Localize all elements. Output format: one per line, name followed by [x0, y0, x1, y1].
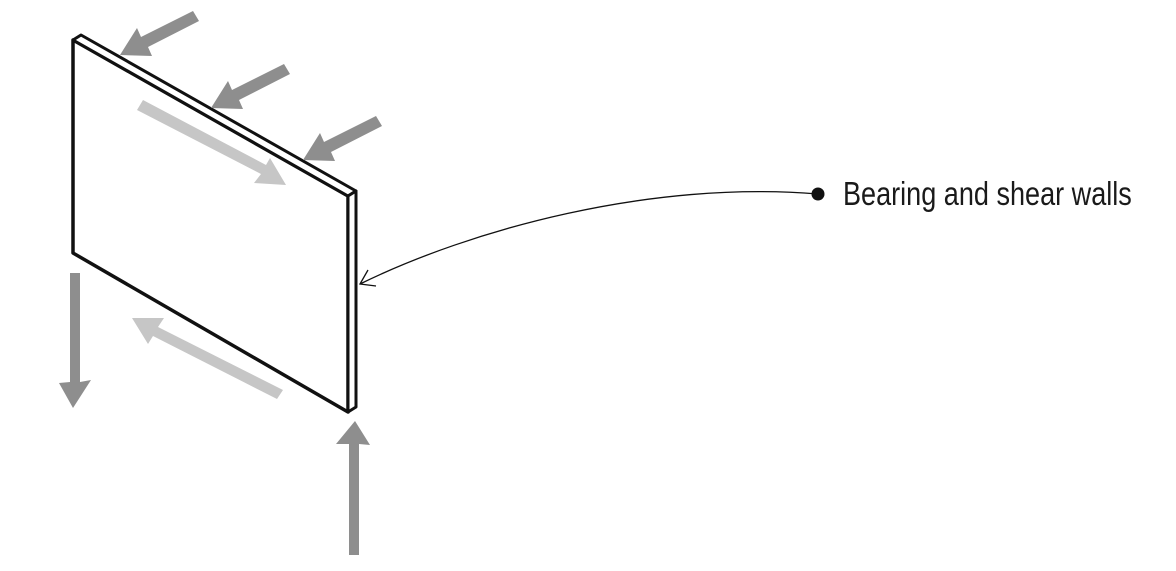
- lateral-load-arrow-1: [120, 11, 199, 56]
- callout-label: Bearing and shear walls: [843, 175, 1132, 212]
- lateral-load-arrow-3: [303, 116, 382, 161]
- shear-arrow-bottom: [132, 318, 283, 399]
- callout-bullet: [811, 187, 825, 201]
- vertical-load-arrow-down: [59, 273, 91, 408]
- lateral-load-arrow-2: [211, 64, 290, 109]
- callout-arrowhead: [358, 269, 377, 287]
- wall-side-edge: [346, 189, 358, 414]
- callout-leader-line: [359, 191, 819, 285]
- shear-arrow-top: [137, 100, 286, 185]
- vertical-reaction-arrow-up: [336, 421, 370, 555]
